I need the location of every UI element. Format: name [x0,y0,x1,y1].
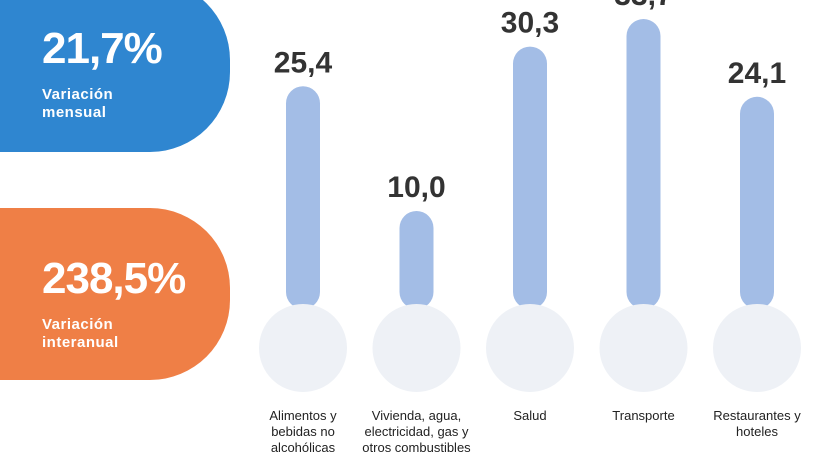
bar [286,86,320,309]
kpi-value: 21,7% [42,24,163,73]
kpi-label: Variación mensual [42,86,114,121]
category-label: Salud [513,408,547,423]
value-label: 25,4 [274,46,333,79]
category-label: Alimentos y bebidas no alcohólicas [269,408,337,455]
bar [626,19,661,310]
yearly-panel: 238,5% Variación interanual [0,208,230,380]
icon-circle [259,304,347,392]
value-label: 33,7 [614,0,672,12]
category-label: Restaurantes y hoteles [713,408,801,439]
value-label: 30,3 [501,7,559,40]
icon-circle [372,304,461,392]
category-label: Vivienda, agua, electricidad, gas y otro… [362,408,471,455]
bar [513,46,547,309]
icon-circle [599,304,688,392]
bar [740,96,774,309]
category-label: Transporte [612,408,675,423]
bar [399,211,434,309]
monthly-panel: 21,7% Variación mensual [0,0,230,152]
icon-circle [713,304,801,392]
kpi-value: 238,5% [42,254,186,303]
value-label: 10,0 [387,171,445,204]
kpi-label: Variación interanual [42,316,119,351]
value-label: 24,1 [728,57,786,90]
icon-circle [486,304,574,392]
